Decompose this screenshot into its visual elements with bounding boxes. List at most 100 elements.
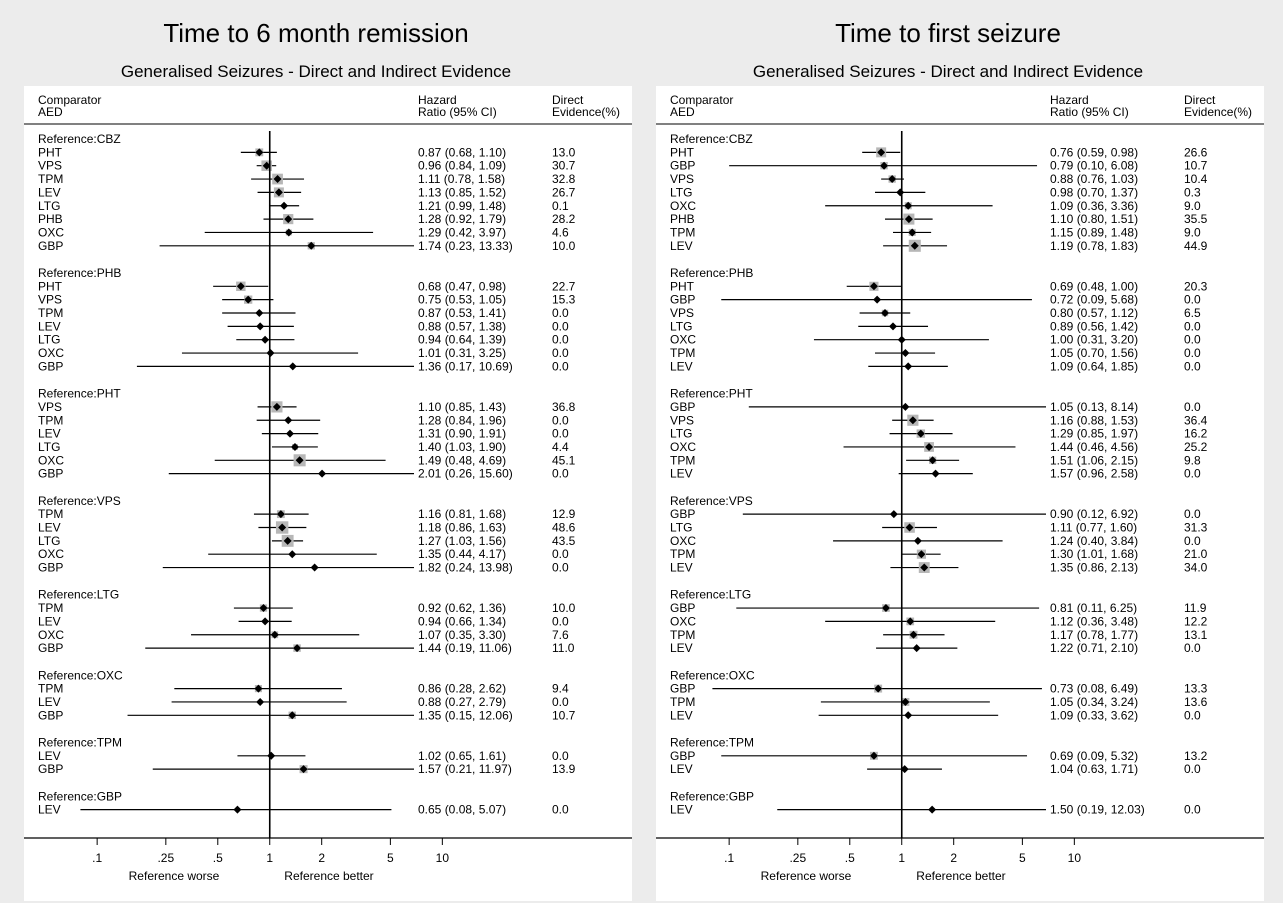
direct-evidence: 13.1 — [1184, 628, 1208, 642]
reference-group-label: Reference:LTG — [670, 588, 751, 602]
direct-evidence: 9.4 — [552, 682, 569, 696]
direct-evidence: 0.0 — [552, 359, 569, 373]
comparator-label: GBP — [670, 682, 695, 696]
direct-evidence: 26.6 — [1184, 145, 1208, 159]
comparator-label: OXC — [670, 199, 696, 213]
direct-evidence: 0.0 — [552, 749, 569, 763]
estimate-marker — [255, 309, 264, 317]
estimate-marker — [874, 684, 883, 693]
estimate-marker — [307, 241, 316, 250]
comparator-label: LEV — [670, 359, 693, 373]
direct-evidence: 0.0 — [1184, 293, 1201, 307]
forest-row: OXC 1.44 (0.46, 4.56) 25.2 — [670, 440, 1208, 454]
comparator-label: LEV — [38, 427, 61, 441]
hazard-ratio-ci: 1.57 (0.21, 11.97) — [418, 762, 512, 776]
comparator-label: LEV — [670, 561, 693, 575]
direct-evidence: 0.0 — [552, 306, 569, 320]
direct-evidence: 20.3 — [1184, 279, 1208, 293]
x-tick-label: 1 — [898, 851, 905, 865]
reference-group-label: Reference:OXC — [670, 668, 755, 682]
estimate-marker — [262, 161, 271, 170]
forest-row: TPM 1.51 (1.06, 2.15) 9.8 — [670, 453, 1201, 467]
comparator-label: LTG — [670, 427, 692, 441]
direct-evidence: 34.0 — [1184, 561, 1208, 575]
direct-evidence: 0.0 — [1184, 467, 1201, 481]
comparator-label: GBP — [670, 293, 695, 307]
comparator-label: OXC — [670, 534, 696, 548]
forest-row: GBP 0.81 (0.11, 6.25) 11.9 — [670, 601, 1207, 615]
direct-evidence: 9.0 — [1184, 225, 1201, 239]
hazard-ratio-ci: 1.35 (0.15, 12.06) — [418, 708, 513, 722]
estimate-marker — [288, 550, 297, 559]
comparator-label: GBP — [38, 239, 63, 253]
comparator-label: VPS — [38, 400, 62, 414]
hazard-ratio-ci: 1.16 (0.88, 1.53) — [1050, 413, 1138, 427]
estimate-marker — [880, 161, 889, 170]
forest-row: LEV 1.18 (0.86, 1.63) 48.6 — [38, 521, 576, 535]
comparator-label: TPM — [670, 346, 695, 360]
hazard-ratio-ci: 0.76 (0.59, 0.98) — [1050, 145, 1138, 159]
estimate-marker — [233, 805, 242, 814]
comparator-label: TPM — [38, 507, 63, 521]
x-tick-label: 5 — [1019, 851, 1026, 865]
hazard-ratio-ci: 1.28 (0.84, 1.96) — [418, 413, 506, 427]
estimate-marker — [901, 697, 910, 706]
direct-evidence: 0.0 — [552, 427, 569, 441]
comparator-label: OXC — [38, 346, 64, 360]
forest-row: PHB 1.28 (0.92, 1.79) 28.2 — [38, 212, 576, 226]
direct-evidence: 13.0 — [552, 145, 576, 159]
forest-row: LEV 1.02 (0.65, 1.61) 0.0 — [38, 749, 569, 763]
comparator-label: TPM — [670, 628, 695, 642]
estimate-marker — [901, 349, 910, 358]
forest-row: GBP 1.05 (0.13, 8.14) 0.0 — [670, 400, 1201, 414]
hazard-ratio-ci: 1.29 (0.85, 1.97) — [1050, 427, 1138, 441]
comparator-label: PHT — [38, 279, 63, 293]
direct-evidence: 0.3 — [1184, 185, 1201, 199]
plot-area: Comparator AED Hazard Ratio (95% CI) Direct E… — [24, 86, 632, 901]
x-left-label: Reference worse — [761, 869, 852, 883]
estimate-marker — [284, 215, 293, 224]
forest-row: LEV 1.19 (0.78, 1.83) 44.9 — [670, 239, 1208, 253]
forest-row: VPS 0.88 (0.76, 1.03) 10.4 — [670, 172, 1208, 186]
hazard-ratio-ci: 1.22 (0.71, 2.10) — [1050, 641, 1138, 655]
hazard-ratio-ci: 1.09 (0.33, 3.62) — [1050, 708, 1138, 722]
forest-row: LTG 0.94 (0.64, 1.39) 0.0 — [38, 333, 569, 347]
header-hazard: Hazard — [418, 93, 457, 107]
comparator-label: OXC — [670, 333, 696, 347]
direct-evidence: 45.1 — [552, 453, 576, 467]
comparator-label: LEV — [670, 641, 693, 655]
header-aed: AED — [38, 105, 63, 119]
direct-evidence: 6.5 — [1184, 306, 1201, 320]
x-axis: .1 .25 .5 1 2 5 10 Reference worse Reference bet… — [656, 837, 1264, 883]
direct-evidence: 7.6 — [552, 628, 569, 642]
estimate-marker — [267, 751, 276, 760]
direct-evidence: 0.0 — [552, 614, 569, 628]
direct-evidence: 30.7 — [552, 159, 576, 173]
comparator-label: LTG — [38, 199, 60, 213]
header-aed: AED — [670, 105, 695, 119]
hazard-ratio-ci: 0.88 (0.76, 1.03) — [1050, 172, 1138, 186]
estimate-marker — [928, 456, 937, 465]
estimate-marker — [276, 510, 285, 519]
direct-evidence: 48.6 — [552, 521, 576, 535]
forest-row: LEV 1.22 (0.71, 2.10) 0.0 — [670, 641, 1201, 655]
comparator-label: LTG — [670, 319, 692, 333]
forest-row: OXC 1.12 (0.36, 3.48) 12.2 — [670, 614, 1208, 628]
hazard-ratio-ci: 1.36 (0.17, 10.69) — [418, 359, 513, 373]
direct-evidence: 10.4 — [1184, 172, 1208, 186]
forest-row: GBP 1.35 (0.15, 12.06) 10.7 — [38, 708, 576, 722]
direct-evidence: 0.0 — [552, 319, 569, 333]
estimate-marker — [905, 523, 914, 532]
forest-row: PHT 0.87 (0.68, 1.10) 13.0 — [38, 145, 576, 159]
hazard-ratio-ci: 0.98 (0.70, 1.37) — [1050, 185, 1138, 199]
estimate-marker — [925, 442, 934, 451]
reference-group-label: Reference:PHT — [38, 387, 121, 401]
